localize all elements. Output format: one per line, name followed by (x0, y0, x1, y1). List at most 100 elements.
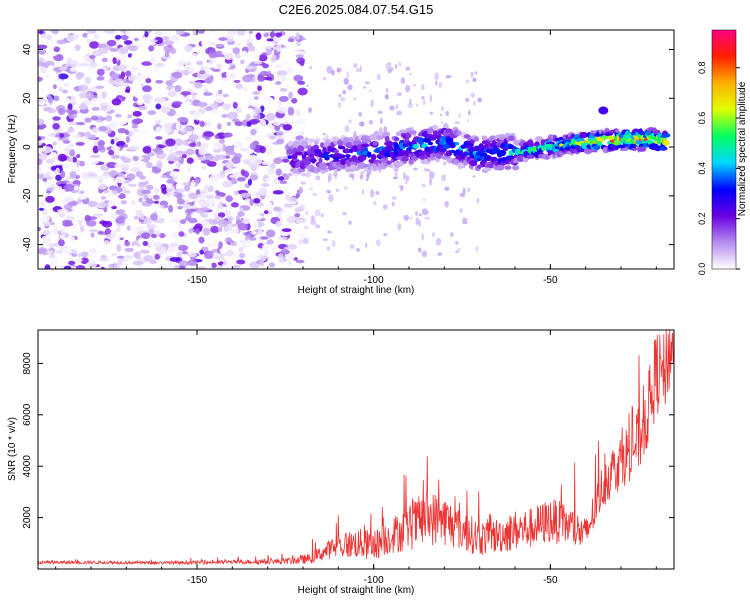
heat-cell-signal (312, 144, 320, 150)
heat-cell-noise (174, 85, 182, 93)
heat-cell-noise (144, 134, 154, 143)
heat-cell-noise (158, 205, 165, 209)
heat-cell-noise (57, 209, 69, 213)
heat-cell-noise (139, 83, 145, 87)
heat-cell-noise (208, 219, 219, 225)
heat-cell-faint (383, 126, 388, 132)
heat-cell-noise (75, 71, 83, 80)
y-tick-label: -40 (22, 237, 33, 252)
heat-cell-noise (118, 64, 127, 72)
heat-cell-faint (375, 239, 381, 247)
heat-cell-noise (113, 78, 124, 87)
heat-cell-noise (230, 177, 236, 184)
heat-cell-noise (108, 150, 115, 156)
heat-cell-noise (199, 127, 205, 134)
heat-cell-noise (206, 180, 213, 185)
heat-cell-noise (79, 160, 85, 167)
heat-cell-noise (58, 73, 69, 80)
heat-cell-noise (67, 157, 74, 163)
heat-cell-noise (170, 86, 176, 92)
heat-cell-faint (441, 105, 444, 112)
heat-cell-noise (69, 67, 78, 72)
heat-cell-noise (189, 142, 197, 148)
heat-cell-faint (391, 201, 395, 207)
heat-cell-signal (336, 139, 344, 146)
heat-cell-noise (218, 89, 223, 95)
heat-cell-noise (79, 190, 85, 194)
x-tick-label: -100 (364, 275, 384, 286)
heat-cell-noise (220, 77, 230, 82)
heat-cell-noise (155, 246, 163, 253)
heat-cell-noise (233, 91, 244, 97)
heat-cell-faint (365, 178, 369, 182)
heat-cell-faint (418, 213, 422, 217)
heat-cell-noise (270, 56, 276, 63)
heat-cell-noise (179, 168, 188, 174)
heat-cell-faint (338, 94, 342, 97)
heat-cell-faint (343, 77, 349, 85)
heat-cell-noise (75, 174, 80, 179)
heat-cell-noise (148, 45, 155, 52)
heat-cell-faint (361, 188, 365, 195)
heat-cell-faint (415, 103, 419, 107)
heat-cell-noise (112, 57, 117, 65)
heat-cell-noise (38, 126, 45, 130)
heat-cell-noise (116, 233, 125, 239)
heat-cell-faint (348, 119, 352, 124)
heat-cell-faint (429, 111, 433, 115)
heat-cell-faint (421, 183, 426, 188)
colorbar-tick-label: 0.8 (697, 61, 707, 74)
heat-cell-faint (414, 210, 419, 217)
heat-cell-faint (305, 210, 308, 216)
heat-cell-signal (309, 152, 315, 158)
heat-cell-noise (240, 59, 245, 65)
heat-cell-noise (106, 161, 118, 169)
heat-cell-faint (421, 208, 428, 216)
y-tick-label: 20 (22, 92, 33, 104)
heat-cell-faint (326, 245, 331, 252)
heat-cell-noise (90, 115, 99, 121)
heat-cell-noise (38, 170, 48, 175)
heat-cell-noise (225, 32, 236, 39)
heat-cell-faint (310, 215, 315, 221)
heat-cell-noise (260, 236, 269, 240)
heat-cell-faint (445, 75, 452, 79)
heat-cell-noise (219, 68, 225, 73)
heat-cell-noise (282, 158, 290, 163)
heat-cell-faint (306, 84, 309, 87)
heat-cell-noise (153, 30, 164, 37)
heat-cell-noise (207, 31, 217, 37)
heat-cell-noise (68, 235, 75, 242)
heat-cell-noise (204, 254, 213, 260)
heat-cell-faint (326, 230, 332, 234)
heat-cell-faint (363, 86, 367, 89)
heat-cell-signal (314, 140, 319, 145)
heat-cell-noise (97, 176, 104, 183)
heat-cell-noise (216, 63, 222, 70)
heat-cell-noise (164, 49, 170, 58)
heat-cell-noise (268, 262, 275, 268)
heat-cell-noise (172, 219, 181, 223)
heat-cell-faint (335, 188, 340, 192)
heat-cell-noise (61, 43, 67, 50)
heat-cell-signal (579, 131, 588, 139)
heat-cell-noise (156, 162, 163, 169)
heat-cell-signal (294, 151, 304, 156)
heat-cell-faint (394, 171, 398, 178)
heat-cell-noise (225, 161, 235, 169)
heat-cell-faint (472, 175, 476, 178)
heat-cell-faint (462, 221, 468, 225)
heat-cell-signal (594, 144, 601, 151)
heat-cell-noise (141, 61, 153, 66)
heat-cell-noise (248, 30, 253, 34)
heat-cell-signal (365, 138, 372, 143)
heat-cell-noise (67, 201, 78, 207)
heat-cell-faint (326, 65, 333, 74)
heat-cell-faint (398, 185, 404, 188)
heat-cell-signal (445, 128, 453, 134)
heat-cell-noise (86, 30, 97, 35)
heat-cell-noise (184, 44, 193, 53)
heat-cell-noise (266, 38, 275, 42)
heat-cell-faint (415, 217, 419, 226)
heat-cell-noise (167, 90, 177, 97)
